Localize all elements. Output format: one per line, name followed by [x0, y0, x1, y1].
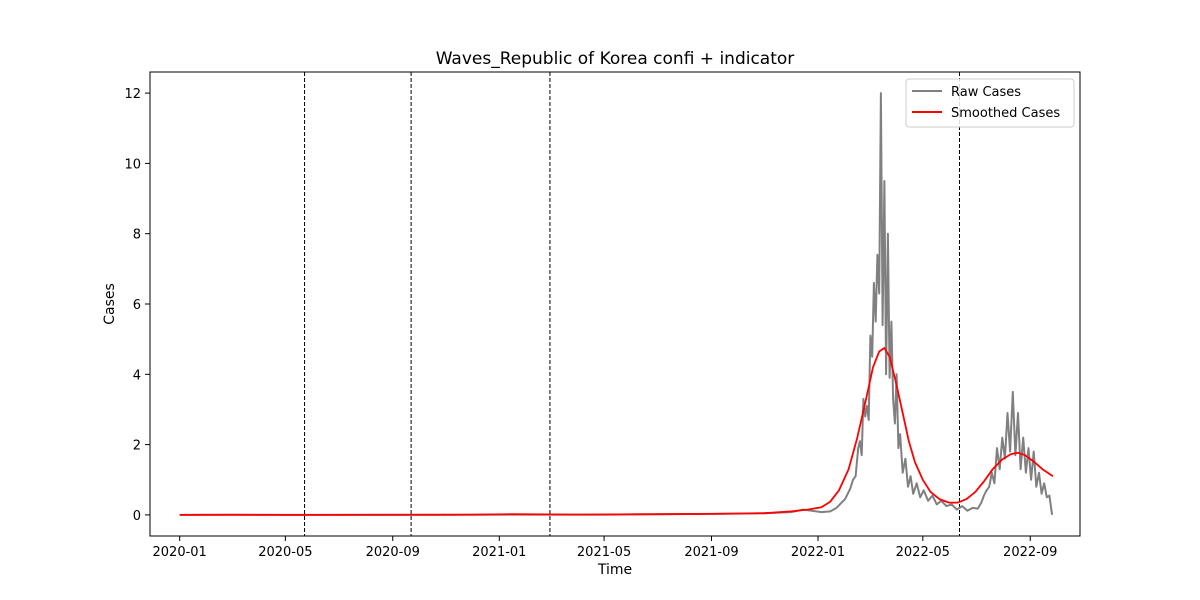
raw-cases-line	[179, 92, 1054, 516]
legend-label-smoothed: Smoothed Cases	[951, 106, 1060, 121]
chart-title: Waves_Republic of Korea confi + indicato…	[436, 49, 795, 69]
legend-label-raw: Raw Cases	[951, 85, 1021, 100]
x-axis-ticks: 2020-01 2020-05 2020-09 2021-01 2021-05 2021-…	[153, 536, 1057, 560]
y-axis-ticks: 0 2 4 6 8 10 12	[124, 87, 150, 524]
x-tick-label: 2020-05	[258, 545, 312, 560]
x-tick-label: 2021-09	[684, 545, 738, 560]
plot-frame	[149, 71, 1081, 537]
x-tick-label: 2022-01	[791, 545, 845, 560]
smoothed-cases-line	[179, 346, 1054, 516]
y-tick-label: 8	[133, 228, 141, 243]
x-tick-label: 2020-01	[153, 545, 207, 560]
y-tick-label: 0	[133, 509, 141, 524]
x-tick-label: 2020-09	[366, 545, 420, 560]
y-axis-title: Cases	[102, 283, 118, 325]
y-tick-label: 2	[133, 439, 141, 454]
y-tick-label: 4	[133, 368, 141, 383]
legend-box	[905, 78, 1075, 128]
indicator-lines	[304, 72, 960, 536]
x-axis-title: Time	[597, 562, 632, 578]
legend: Raw Cases Smoothed Cases	[905, 78, 1075, 128]
series-layer	[179, 92, 1054, 516]
y-tick-label: 10	[124, 157, 141, 172]
x-tick-label: 2022-09	[1003, 545, 1057, 560]
x-tick-label: 2021-01	[472, 545, 526, 560]
y-tick-label: 6	[133, 298, 141, 313]
x-tick-label: 2022-05	[896, 545, 950, 560]
y-tick-label: 12	[124, 87, 141, 102]
x-tick-label: 2021-05	[577, 545, 631, 560]
